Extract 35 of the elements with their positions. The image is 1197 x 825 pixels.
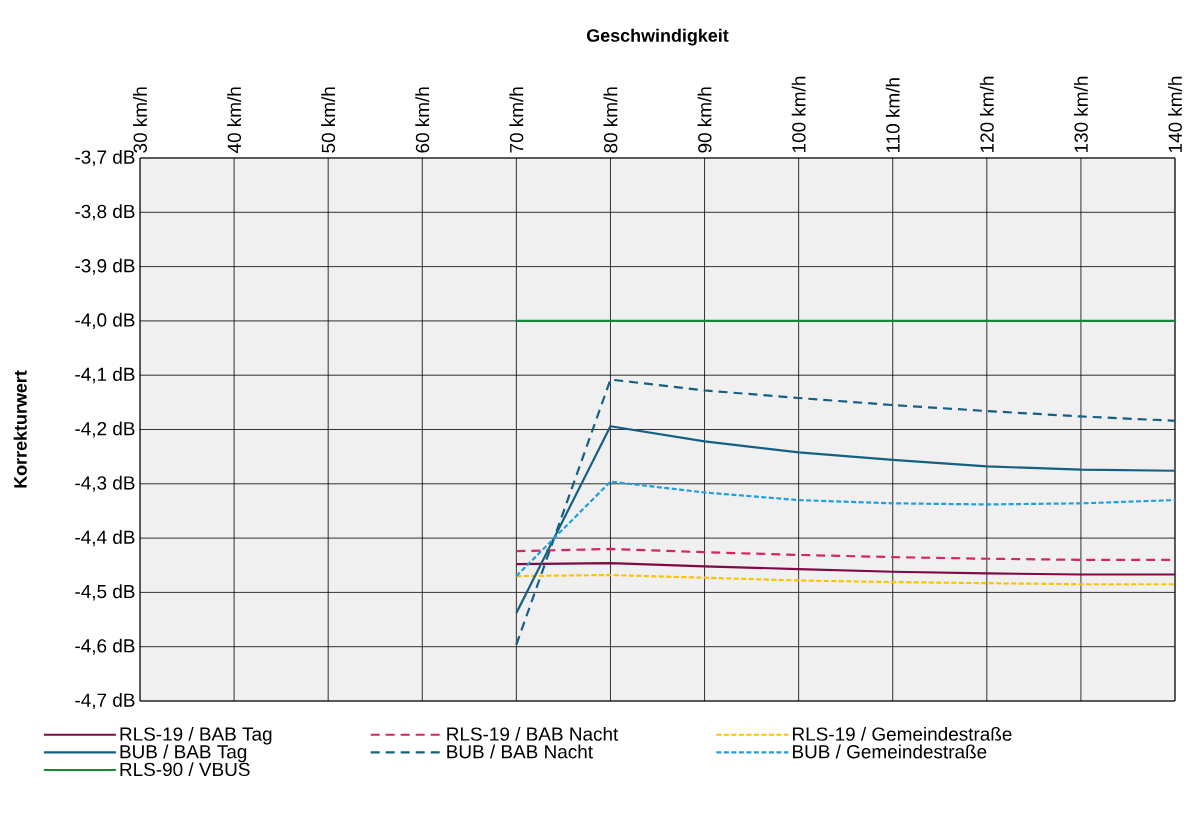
y-axis-title: Korrekturwert (13, 370, 27, 488)
x-tick-label: 140 km/h (1168, 76, 1182, 153)
legend-label: BUB / Gemeindestraße (793, 744, 987, 759)
x-tick-label: 30 km/h (133, 87, 147, 153)
x-tick-label: 70 km/h (509, 87, 524, 153)
x-tick-label: 60 km/h (415, 87, 430, 153)
y-tick-label: -4,0 dB (75, 312, 135, 329)
legend-label: BUB / BAB Nacht (447, 744, 593, 759)
legend-label: RLS-19 / BAB Nacht (447, 726, 619, 741)
legend-label: RLS-90 / VBUS (120, 762, 250, 777)
y-tick-label: -4,7 dB (75, 692, 135, 710)
line-series (515, 480, 1175, 578)
legend-label: RLS-19 / BAB Tag (120, 726, 272, 745)
x-tick-label: 50 km/h (321, 87, 336, 153)
line-series (515, 378, 1175, 646)
y-tick-label: -3,8 dB (75, 204, 135, 221)
y-tick-label: -4,3 dB (75, 475, 135, 492)
x-tick-label: 130 km/h (1073, 76, 1088, 153)
x-tick-label: 120 km/h (979, 76, 994, 153)
legend-label: RLS-19 / Gemeindestraße (793, 726, 1012, 741)
y-tick-label: -3,9 dB (75, 258, 135, 275)
x-tick-label: 100 km/h (791, 76, 806, 153)
legend-label: BUB / BAB Tag (120, 744, 247, 763)
x-tick-label: 40 km/h (227, 87, 242, 154)
line-series (515, 561, 1175, 576)
y-tick-label: -4,1 dB (75, 367, 135, 384)
y-tick-label: -4,4 dB (75, 530, 135, 547)
y-tick-label: -4,2 dB (75, 421, 135, 438)
x-tick-label: 90 km/h (697, 87, 712, 153)
y-tick-label: -4,5 dB (75, 584, 135, 601)
y-tick-label: -3,7 dB (75, 149, 135, 167)
x-tick-label: 110 km/h (885, 78, 900, 153)
y-tick-label: -4,6 dB (75, 638, 135, 655)
x-tick-label: 80 km/h (603, 87, 618, 153)
x-axis-title: Geschwindigkeit (586, 28, 729, 46)
